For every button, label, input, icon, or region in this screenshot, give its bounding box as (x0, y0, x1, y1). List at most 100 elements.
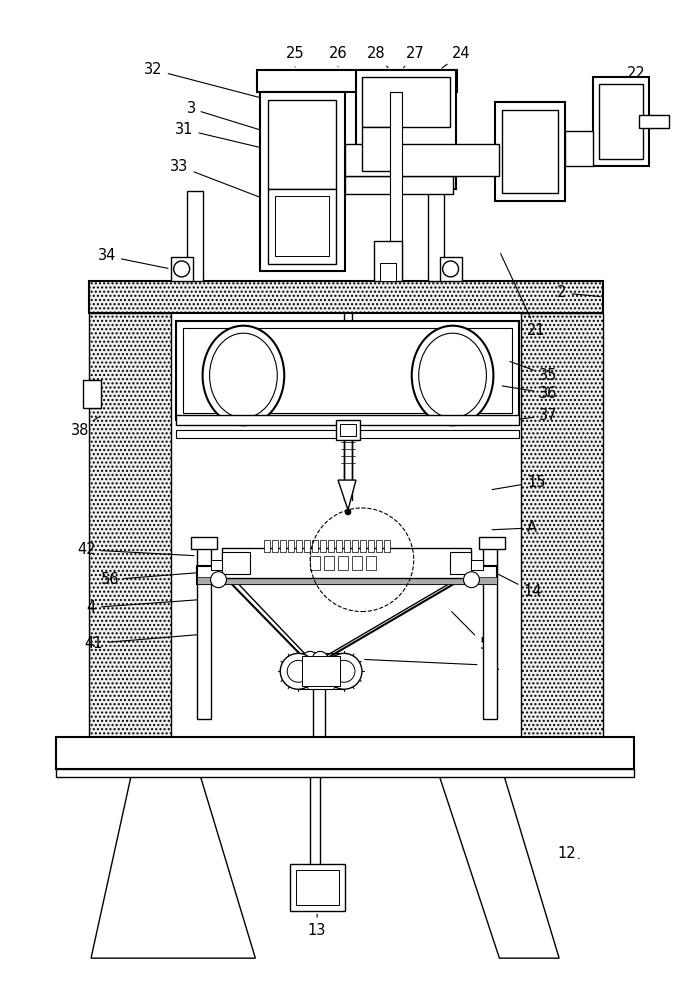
Polygon shape (439, 777, 559, 958)
Bar (338, 556, 348, 570)
Text: 11: 11 (535, 757, 631, 773)
Bar (360, 540, 366, 552)
Text: 3: 3 (186, 101, 263, 131)
Bar (222, 548, 471, 578)
Bar (471, 560, 484, 570)
Bar (376, 540, 382, 552)
Bar (296, 870, 339, 905)
Text: 4: 4 (87, 600, 198, 615)
Bar (186, 191, 202, 281)
Bar (340, 424, 356, 436)
Bar (356, 70, 455, 189)
Bar (296, 540, 302, 552)
Text: 12: 12 (557, 846, 579, 861)
Bar (288, 540, 295, 552)
Text: 51: 51 (365, 658, 501, 673)
Bar (222, 552, 250, 574)
Bar (384, 540, 390, 552)
Bar (268, 189, 336, 264)
Bar (521, 313, 603, 737)
Bar (344, 540, 350, 552)
Bar (211, 560, 222, 570)
Ellipse shape (202, 326, 284, 425)
Bar (264, 540, 270, 552)
Bar (345, 144, 500, 176)
Bar (362, 77, 450, 127)
Text: 1: 1 (547, 737, 631, 752)
Circle shape (174, 261, 190, 277)
Text: 15: 15 (492, 475, 546, 490)
Text: 34: 34 (98, 248, 168, 268)
Bar (312, 540, 318, 552)
Bar (56, 769, 634, 777)
Text: 27: 27 (403, 46, 425, 68)
Text: 35: 35 (510, 362, 558, 383)
Bar (197, 540, 211, 719)
Circle shape (280, 653, 316, 689)
Bar (639, 115, 669, 128)
Text: 42: 42 (78, 542, 194, 557)
Circle shape (443, 261, 459, 277)
Bar (89, 313, 170, 737)
Circle shape (287, 660, 309, 682)
Bar (304, 540, 310, 552)
Bar (272, 540, 279, 552)
Text: 37: 37 (474, 408, 558, 425)
Bar (324, 556, 334, 570)
Text: 21: 21 (500, 254, 546, 338)
Bar (439, 257, 462, 281)
Bar (170, 257, 193, 281)
Text: 33: 33 (170, 159, 267, 200)
Bar (197, 566, 498, 584)
Bar (176, 415, 519, 425)
Circle shape (345, 509, 351, 515)
Bar (495, 102, 565, 201)
Bar (328, 540, 334, 552)
Bar (450, 552, 471, 574)
Bar (380, 263, 396, 281)
Bar (261, 92, 345, 271)
Bar (275, 196, 329, 256)
Text: 14: 14 (488, 569, 542, 599)
Bar (362, 127, 392, 171)
Text: 26: 26 (328, 46, 347, 67)
Text: 24: 24 (442, 46, 471, 68)
Bar (320, 540, 326, 552)
Bar (428, 191, 444, 281)
Bar (593, 77, 649, 166)
Bar (191, 537, 216, 549)
Bar (83, 380, 101, 408)
Text: 32: 32 (144, 62, 272, 101)
Circle shape (302, 651, 318, 667)
Bar (336, 540, 342, 552)
Bar (502, 110, 558, 193)
Bar (302, 656, 340, 686)
Bar (345, 176, 453, 194)
Text: 41: 41 (85, 635, 198, 651)
Bar (89, 281, 603, 313)
Bar (176, 430, 519, 438)
Ellipse shape (419, 333, 486, 418)
Circle shape (326, 653, 362, 689)
Text: 2: 2 (557, 285, 600, 300)
Circle shape (464, 572, 480, 588)
Text: 23: 23 (613, 142, 642, 162)
Bar (352, 556, 362, 570)
Bar (599, 84, 643, 159)
Bar (352, 540, 358, 552)
Bar (336, 420, 360, 440)
Bar (484, 540, 498, 719)
Text: 36: 36 (502, 386, 558, 401)
Bar (368, 540, 374, 552)
Text: 31: 31 (175, 122, 265, 149)
Bar (290, 864, 345, 911)
Text: 25: 25 (286, 46, 304, 67)
Circle shape (312, 651, 328, 667)
Bar (176, 321, 519, 420)
Ellipse shape (412, 326, 493, 425)
Bar (280, 540, 286, 552)
Text: 5: 5 (452, 612, 489, 652)
Bar (480, 537, 505, 549)
Bar (268, 100, 336, 189)
Text: 22: 22 (622, 66, 646, 82)
